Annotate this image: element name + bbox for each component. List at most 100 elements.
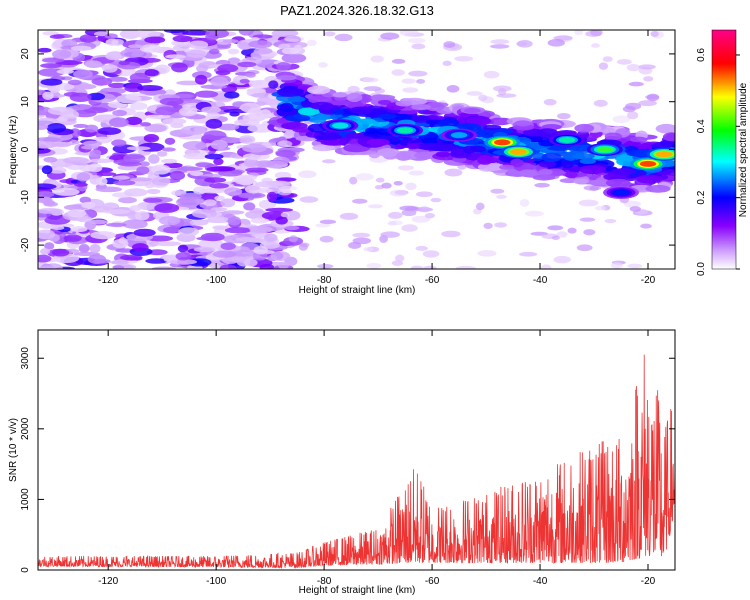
heatmap-cell (636, 174, 663, 184)
heatmap-cell (106, 76, 128, 82)
heatmap-cell (475, 202, 485, 211)
heatmap-cell (425, 119, 442, 125)
heatmap-cell (307, 85, 331, 95)
heatmap-cell (415, 191, 433, 198)
heatmap-cell (352, 232, 371, 238)
heatmap-cell (210, 76, 229, 87)
heatmap-cell (51, 248, 70, 257)
snr-y-tick-label: 1000 (20, 488, 31, 511)
heatmap-cell (602, 56, 613, 63)
heatmap-cell (126, 146, 151, 151)
heatmap-cell (169, 170, 186, 181)
heatmap-cell (395, 100, 413, 107)
heatmap-cell (519, 199, 530, 207)
heatmap-cell (137, 201, 157, 211)
heatmap-cell (541, 264, 552, 269)
heatmap-cell (443, 41, 456, 48)
snr-x-tick-label: -100 (206, 576, 226, 587)
spectrogram-x-tick-label: -80 (317, 275, 332, 286)
heatmap-cell (235, 178, 255, 185)
heatmap-cell (144, 114, 171, 119)
heatmap-cell (626, 64, 641, 72)
heatmap-cell (478, 94, 488, 102)
heatmap-cell (390, 114, 413, 120)
heatmap-cell (298, 170, 317, 179)
heatmap-hotspot (494, 139, 511, 146)
heatmap-cell (408, 37, 426, 44)
heatmap-cell (276, 75, 297, 81)
heatmap-cell (38, 196, 53, 203)
heatmap-cell (193, 246, 216, 253)
heatmap-cell (222, 210, 245, 215)
heatmap-hotspot (656, 151, 673, 158)
spectrogram-x-tick-label: -120 (98, 275, 118, 286)
heatmap-cell (306, 39, 317, 47)
heatmap-cell (112, 175, 130, 180)
heatmap-cell (237, 61, 257, 68)
heatmap-cell (308, 95, 333, 104)
heatmap-cell (278, 261, 290, 269)
heatmap-cell (465, 116, 492, 126)
heatmap-cell (162, 118, 187, 125)
heatmap-cell (623, 200, 641, 208)
heatmap-cell (38, 141, 58, 149)
heatmap-cell (326, 100, 352, 106)
heatmap-cell (204, 153, 224, 160)
heatmap-cell (244, 258, 258, 267)
heatmap-cell (172, 44, 190, 52)
heatmap-cell (151, 176, 171, 186)
heatmap-cell (466, 91, 483, 96)
heatmap-cell (248, 40, 273, 49)
heatmap-cell (206, 166, 232, 172)
spectrogram-y-tick-label: -20 (20, 237, 31, 252)
heatmap-cell (401, 224, 418, 232)
heatmap-cell (154, 203, 180, 213)
heatmap-cell (538, 160, 557, 168)
heatmap-cell (124, 83, 144, 93)
heatmap-cell (579, 158, 596, 165)
heatmap-cell (205, 118, 223, 129)
heatmap-cell (70, 45, 92, 52)
heatmap-cell (165, 54, 186, 59)
heatmap-cell (182, 141, 207, 151)
heatmap-cell (430, 197, 442, 203)
heatmap-cell (253, 160, 276, 168)
spectrogram-x-tick-label: -60 (425, 275, 440, 286)
heatmap-cell (145, 258, 168, 264)
heatmap-cell (477, 163, 504, 172)
heatmap-cell (655, 123, 675, 134)
heatmap-cell (110, 260, 129, 265)
heatmap-cell (91, 77, 113, 86)
heatmap-cell (253, 245, 268, 255)
colorbar-label: Normalized spectral amplitude (738, 82, 749, 217)
heatmap-cell (194, 74, 208, 85)
heatmap-cell (52, 49, 72, 60)
heatmap-cell (423, 265, 437, 269)
heatmap-cell (277, 140, 293, 148)
heatmap-cell (389, 189, 408, 197)
heatmap-cell (646, 93, 660, 102)
heatmap-cell (89, 149, 102, 157)
heatmap-cell (227, 48, 240, 55)
heatmap-cell (129, 177, 152, 182)
heatmap-cell (628, 81, 644, 87)
heatmap-cell (84, 60, 103, 69)
heatmap-hotspot (450, 132, 468, 139)
heatmap-cell (264, 76, 280, 83)
heatmap-cell (41, 57, 65, 63)
heatmap-cell (441, 230, 461, 238)
heatmap-cell (87, 92, 106, 101)
heatmap-cell (640, 223, 652, 229)
heatmap-cell (268, 80, 279, 89)
heatmap-cell (299, 196, 319, 203)
heatmap-cell (370, 94, 396, 101)
heatmap-cell (158, 216, 181, 226)
spectrogram-x-tick-label: -20 (641, 275, 656, 286)
heatmap-cell (455, 265, 476, 269)
heatmap-cell (42, 31, 59, 36)
heatmap-cell (415, 245, 428, 251)
heatmap-cell (604, 219, 617, 224)
heatmap-cell (171, 62, 188, 73)
heatmap-cell (547, 225, 564, 231)
